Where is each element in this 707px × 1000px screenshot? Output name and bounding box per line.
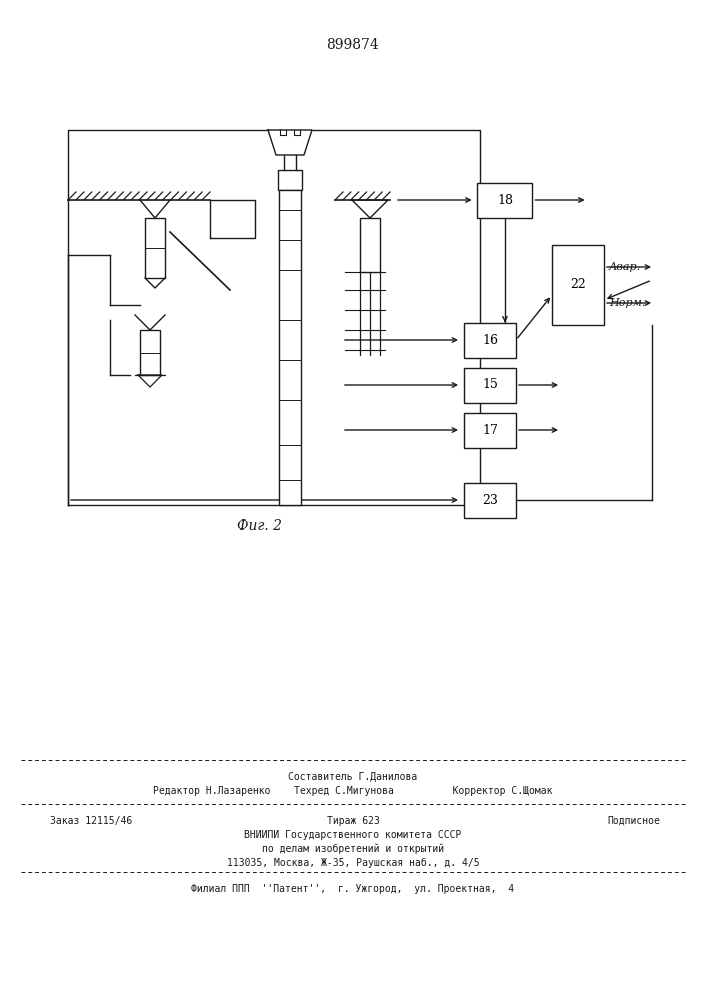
Bar xyxy=(279,190,301,505)
Text: Составитель Г.Данилова: Составитель Г.Данилова xyxy=(288,772,418,782)
Text: 18: 18 xyxy=(497,194,513,207)
Polygon shape xyxy=(268,130,312,155)
Bar xyxy=(278,170,302,190)
Text: Заказ 12115/46: Заказ 12115/46 xyxy=(50,816,132,826)
Bar xyxy=(464,367,516,402)
Bar xyxy=(464,412,516,448)
Bar xyxy=(464,322,516,358)
Text: Тираж 623: Тираж 623 xyxy=(327,816,380,826)
Bar xyxy=(477,182,532,218)
Text: 899874: 899874 xyxy=(327,38,380,52)
Text: 15: 15 xyxy=(482,378,498,391)
Text: 17: 17 xyxy=(482,424,498,436)
Text: 23: 23 xyxy=(482,493,498,506)
Text: 113035, Москва, Ж-35, Раушская наб., д. 4/5: 113035, Москва, Ж-35, Раушская наб., д. … xyxy=(227,858,479,868)
Bar xyxy=(360,218,380,272)
Text: Норм.: Норм. xyxy=(609,298,645,308)
Text: Фиг. 2: Фиг. 2 xyxy=(238,519,283,533)
Text: по делам изобретений и открытий: по делам изобретений и открытий xyxy=(262,844,444,854)
Bar xyxy=(552,245,604,325)
Bar xyxy=(145,218,165,278)
Text: 22: 22 xyxy=(570,278,586,292)
Text: Филиал ППП  ''Патент'',  г. Ужгород,  ул. Проектная,  4: Филиал ППП ''Патент'', г. Ужгород, ул. П… xyxy=(192,884,515,894)
Text: Редактор Н.Лазаренко    Техред С.Мигунова          Корректор С.Щомак: Редактор Н.Лазаренко Техред С.Мигунова К… xyxy=(153,786,553,796)
Bar xyxy=(140,330,160,375)
Text: 16: 16 xyxy=(482,334,498,347)
Text: Авар.: Авар. xyxy=(609,262,641,272)
Text: Подписное: Подписное xyxy=(607,816,660,826)
Bar xyxy=(464,483,516,518)
Text: ВНИИПИ Государственного комитета СССР: ВНИИПИ Государственного комитета СССР xyxy=(245,830,462,840)
